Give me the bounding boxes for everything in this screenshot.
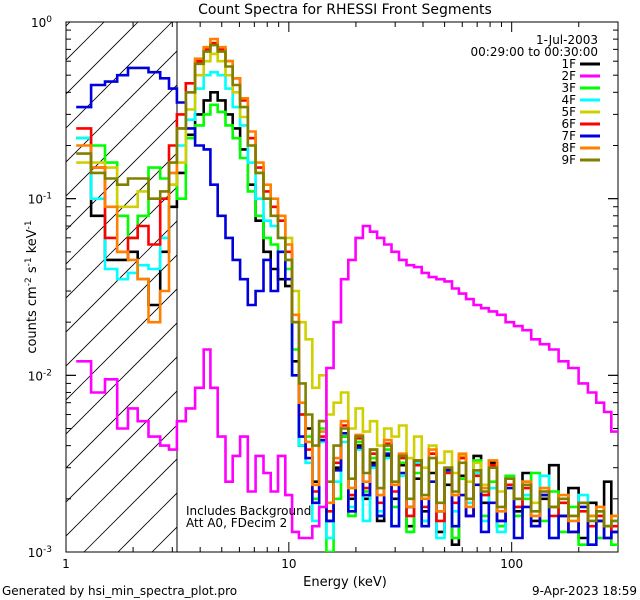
y-axis-label: counts cm-2 s-1 keV-1 bbox=[24, 220, 40, 353]
series-2F-line bbox=[76, 224, 618, 540]
hatch-line bbox=[66, 50, 177, 163]
hatch-line bbox=[66, 22, 105, 61]
legend-label-1F: 1F bbox=[561, 57, 576, 71]
x-axis-ticks: 1 10 100 bbox=[62, 22, 619, 571]
spectra-series bbox=[76, 37, 618, 552]
y-axis-ticks: 10-3 10-2 10-1 100 bbox=[28, 15, 618, 560]
x-tick-label: 100 bbox=[500, 557, 523, 571]
hatch-line bbox=[66, 22, 139, 95]
hatch-line bbox=[66, 220, 177, 333]
hatch-line bbox=[66, 152, 177, 265]
excluded-energy-hatch bbox=[66, 22, 177, 552]
legend-label-5F: 5F bbox=[561, 105, 576, 119]
legend-label-8F: 8F bbox=[561, 141, 576, 155]
chart-title: Count Spectra for RHESSI Front Segments bbox=[198, 2, 492, 18]
y-tick-label: 10-1 bbox=[28, 192, 52, 207]
hatch-line bbox=[66, 424, 177, 537]
annotation-attenuator: Att A0, FDecim 2 bbox=[186, 516, 287, 530]
time-range-label: 00:29:00 to 00:30:00 bbox=[471, 45, 598, 59]
series-9F-line bbox=[76, 43, 618, 528]
footer-timestamp: 9-Apr-2023 18:59 bbox=[532, 584, 637, 598]
hatch-line bbox=[83, 458, 177, 552]
hatch-line bbox=[66, 22, 173, 129]
legend-label-3F: 3F bbox=[561, 81, 576, 95]
hatch-line bbox=[66, 356, 177, 469]
legend-label-6F: 6F bbox=[561, 117, 576, 131]
y-tick-label: 100 bbox=[31, 15, 52, 30]
hatch-line bbox=[66, 186, 177, 299]
hatch-line bbox=[66, 254, 177, 367]
hatch-line bbox=[66, 84, 177, 197]
annotation-background: Includes Background bbox=[186, 504, 311, 518]
legend-label-7F: 7F bbox=[561, 129, 576, 143]
date-label: 1-Jul-2003 bbox=[536, 33, 598, 47]
footer-generator: Generated by hsi_min_spectra_plot.pro bbox=[2, 584, 237, 598]
legend-label-4F: 4F bbox=[561, 93, 576, 107]
plot-frame bbox=[65, 21, 619, 553]
legend-label-2F: 2F bbox=[561, 69, 576, 83]
y-tick-label: 10-3 bbox=[28, 545, 52, 560]
x-axis-label: Energy (keV) bbox=[303, 575, 387, 590]
hatch-line bbox=[66, 390, 177, 503]
legend-label-9F: 9F bbox=[561, 153, 576, 167]
x-tick-label: 1 bbox=[62, 557, 70, 571]
x-tick-label: 10 bbox=[281, 557, 296, 571]
y-tick-label: 10-2 bbox=[28, 368, 52, 383]
